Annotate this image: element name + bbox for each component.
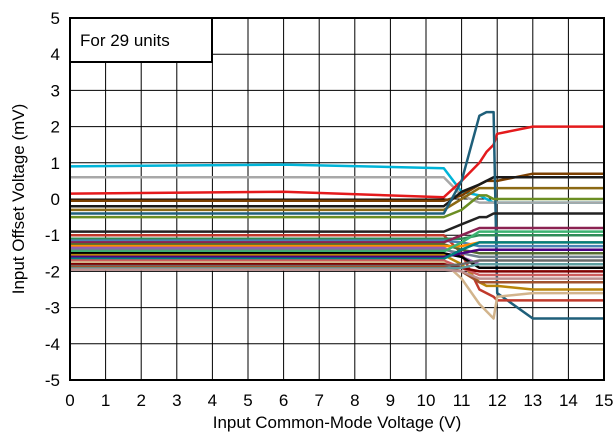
y-tick-label: -5 [45, 371, 60, 390]
series-line-21 [70, 248, 604, 259]
x-tick-labels: 0 1 2 3 4 5 6 7 8 9 10 11 12 13 14 15 [65, 391, 613, 410]
series-line-27 [70, 265, 604, 284]
series-line-9 [70, 212, 604, 233]
y-tick-label: 5 [51, 9, 60, 28]
x-tick-label: 15 [595, 391, 614, 410]
series-line-20 [70, 253, 604, 291]
series-line-24 [70, 261, 604, 320]
series-line-17 [70, 248, 604, 259]
y-tick-label: 2 [51, 118, 60, 137]
series-line-5 [70, 176, 604, 208]
x-tick-label: 8 [350, 391, 359, 410]
x-tick-label: 2 [136, 391, 145, 410]
series-line-7 [70, 110, 604, 320]
y-tick-label: 3 [51, 81, 60, 100]
x-tick-label: 6 [279, 391, 288, 410]
y-tick-label: 4 [51, 45, 60, 64]
x-tick-label: 14 [559, 391, 578, 410]
legend-box: For 29 units [69, 17, 213, 63]
x-tick-label: 4 [208, 391, 217, 410]
series-line-22 [70, 241, 604, 260]
series-line-11 [70, 233, 604, 241]
x-tick-label: 0 [65, 391, 74, 410]
x-tick-label: 7 [314, 391, 323, 410]
x-tick-label: 1 [101, 391, 110, 410]
x-axis-label: Input Common-Mode Voltage (V) [213, 413, 462, 432]
x-tick-label: 3 [172, 391, 181, 410]
series-line-13 [70, 226, 604, 244]
series-line-18 [70, 230, 604, 253]
series-line-29 [70, 268, 604, 280]
plot-frame [69, 17, 605, 381]
series-line-1 [69, 163, 604, 204]
x-tick-label: 13 [523, 391, 542, 410]
y-tick-label: -3 [45, 299, 60, 318]
series-line-2 [70, 176, 604, 204]
y-tick-label: 1 [51, 154, 60, 173]
y-tick-labels: 5 4 3 2 1 0 -1 -2 -3 -4 -5 [45, 9, 60, 390]
y-tick-label: 0 [51, 190, 60, 209]
x-tick-label: 11 [453, 391, 471, 410]
x-tick-label: 5 [243, 391, 252, 410]
y-axis-label: Input Offset Voltage (mV) [9, 104, 28, 295]
x-tick-label: 10 [417, 391, 436, 410]
annotation-text: For 29 units [80, 31, 170, 50]
series-line-25 [70, 262, 604, 273]
series-line-19 [70, 252, 604, 270]
series-line-10 [70, 233, 604, 302]
series-layer [69, 110, 604, 320]
x-tick-label: 9 [386, 391, 395, 410]
series-line-8 [70, 194, 604, 219]
y-tick-label: -4 [45, 335, 60, 354]
x-tick-label: 12 [488, 391, 507, 410]
series-line-23 [70, 259, 604, 277]
series-line-6 [70, 186, 604, 212]
series-line-12 [70, 239, 604, 248]
y-tick-label: -2 [45, 262, 60, 281]
y-tick-label: -1 [45, 226, 60, 245]
series-line-14 [70, 243, 604, 255]
series-line-3 [69, 125, 604, 199]
